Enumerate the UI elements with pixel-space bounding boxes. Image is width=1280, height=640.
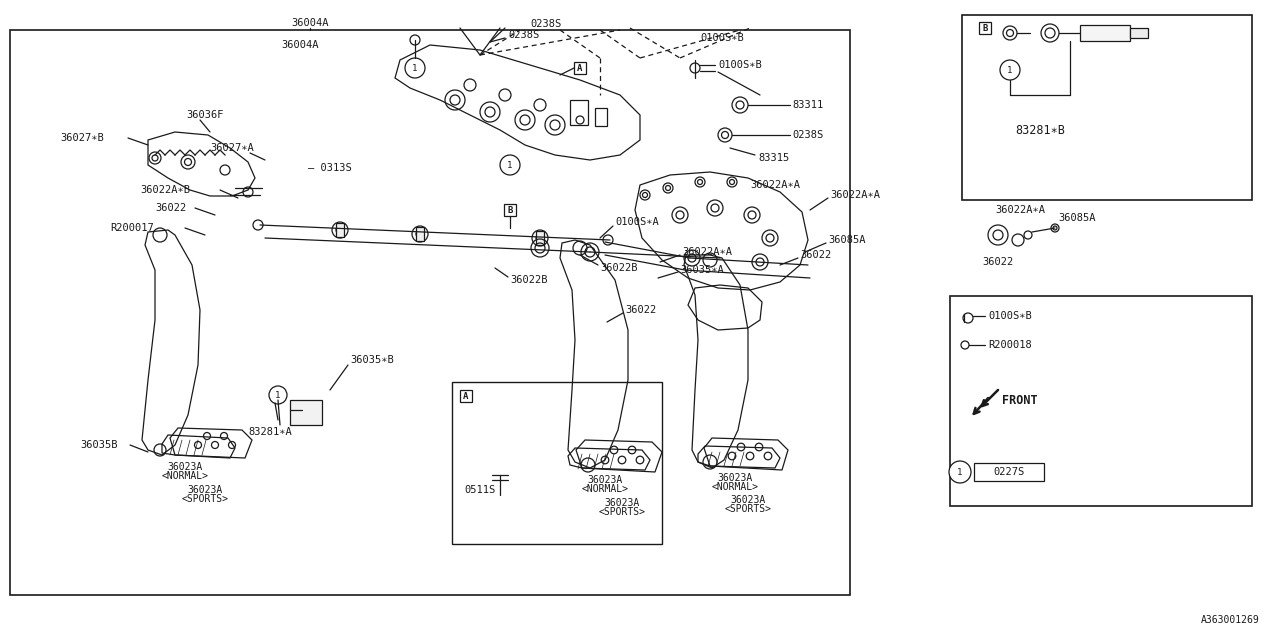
Text: A: A <box>463 392 468 401</box>
Text: R200017: R200017 <box>110 223 154 233</box>
Bar <box>1080 25 1130 41</box>
Text: 36022A∗A: 36022A∗A <box>750 180 800 190</box>
Text: A363001269: A363001269 <box>1201 615 1260 625</box>
Text: 36036F: 36036F <box>186 110 224 120</box>
Circle shape <box>500 155 520 175</box>
Bar <box>1130 28 1148 38</box>
Text: 83311: 83311 <box>792 100 823 110</box>
Text: 1: 1 <box>507 161 513 170</box>
Bar <box>573 62 586 74</box>
Bar <box>337 223 344 237</box>
Text: 0511S: 0511S <box>465 485 495 495</box>
Text: 36022: 36022 <box>625 305 657 315</box>
Text: 83281∗B: 83281∗B <box>1015 124 1065 136</box>
Text: 0238S: 0238S <box>792 130 823 140</box>
Text: 36022B: 36022B <box>509 275 548 285</box>
Text: FRONT: FRONT <box>1002 394 1038 406</box>
Text: <NORMAL>: <NORMAL> <box>581 484 628 494</box>
Text: 1: 1 <box>275 390 280 399</box>
Text: 36023A: 36023A <box>731 495 765 505</box>
Text: 36022A∗A: 36022A∗A <box>829 190 881 200</box>
Text: <SPORTS>: <SPORTS> <box>599 507 645 517</box>
Bar <box>979 22 991 34</box>
Text: 36022A∗A: 36022A∗A <box>995 205 1044 215</box>
Text: 1: 1 <box>957 467 963 477</box>
Bar <box>974 463 1044 481</box>
Text: 36085A: 36085A <box>828 235 865 245</box>
Text: 36022A∗A: 36022A∗A <box>682 247 732 257</box>
Text: 36022: 36022 <box>800 250 831 260</box>
Circle shape <box>404 58 425 78</box>
Text: 36027∗A: 36027∗A <box>210 143 253 153</box>
Text: 36004A: 36004A <box>292 18 329 28</box>
Text: 1: 1 <box>1007 65 1012 74</box>
Text: R200018: R200018 <box>988 340 1032 350</box>
Text: — 0313S: — 0313S <box>308 163 352 173</box>
Text: 36035∗A: 36035∗A <box>680 265 723 275</box>
Text: 36085A: 36085A <box>1059 213 1096 223</box>
Text: 0100S∗A: 0100S∗A <box>614 217 659 227</box>
Text: 0238S: 0238S <box>530 19 561 29</box>
Text: 36023A: 36023A <box>187 485 223 495</box>
Text: 36022: 36022 <box>982 257 1014 267</box>
Text: 0238S: 0238S <box>508 30 539 40</box>
Bar <box>536 231 544 245</box>
Bar <box>10 30 850 595</box>
Text: A: A <box>577 63 582 72</box>
Text: 36022A∗B: 36022A∗B <box>140 185 189 195</box>
Circle shape <box>948 461 972 483</box>
Text: 36023A: 36023A <box>717 473 753 483</box>
Bar <box>963 15 1252 200</box>
Text: B: B <box>507 205 513 214</box>
Text: 0100S∗B: 0100S∗B <box>988 311 1032 321</box>
Bar <box>460 390 472 402</box>
Text: 36023A: 36023A <box>168 462 202 472</box>
Bar <box>291 400 323 425</box>
Bar <box>504 204 516 216</box>
Text: B: B <box>982 24 988 33</box>
Circle shape <box>1000 60 1020 80</box>
Bar <box>416 227 424 241</box>
Bar <box>595 108 607 126</box>
Text: 36004A: 36004A <box>282 40 319 50</box>
Bar <box>950 296 1252 506</box>
Text: 0100S∗B: 0100S∗B <box>700 33 744 43</box>
Text: <SPORTS>: <SPORTS> <box>724 504 772 514</box>
Text: 0227S: 0227S <box>993 467 1024 477</box>
Text: 0100S∗B: 0100S∗B <box>718 60 762 70</box>
Text: 1: 1 <box>412 63 417 72</box>
Text: 36022B: 36022B <box>600 263 637 273</box>
Text: 36023A: 36023A <box>588 475 622 485</box>
Text: 36022: 36022 <box>155 203 187 213</box>
Text: <SPORTS>: <SPORTS> <box>182 494 229 504</box>
Text: <NORMAL>: <NORMAL> <box>712 482 759 492</box>
Text: 83315: 83315 <box>758 153 790 163</box>
Circle shape <box>269 386 287 404</box>
Text: <NORMAL>: <NORMAL> <box>161 471 209 481</box>
Text: 83281∗A: 83281∗A <box>248 427 292 437</box>
Text: 36035B: 36035B <box>81 440 118 450</box>
Bar <box>452 382 662 544</box>
Text: 36035∗B: 36035∗B <box>349 355 394 365</box>
Bar <box>570 100 588 125</box>
Text: 36027∗B: 36027∗B <box>60 133 104 143</box>
Text: 36023A: 36023A <box>604 498 640 508</box>
